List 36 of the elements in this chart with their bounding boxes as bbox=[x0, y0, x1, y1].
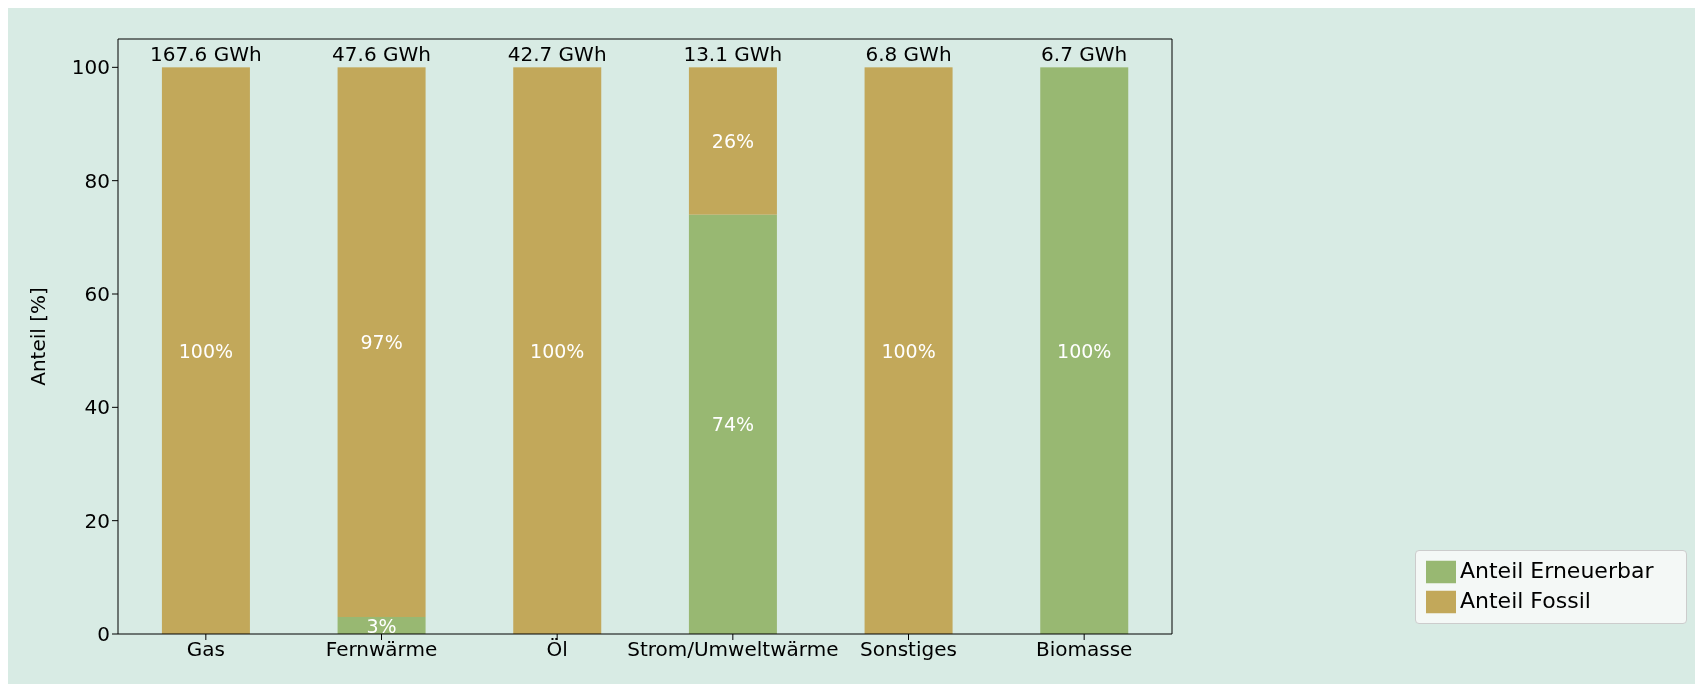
x-tick-label: Gas bbox=[186, 637, 225, 662]
y-tick-label: 20 bbox=[84, 508, 110, 533]
bar bbox=[513, 67, 602, 634]
annotation: 13.1 GWh bbox=[683, 42, 783, 67]
data-label: 100% bbox=[1057, 339, 1112, 362]
legend-label: Anteil Erneuerbar bbox=[1460, 558, 1654, 583]
bar bbox=[337, 67, 426, 617]
data-label: 97% bbox=[360, 331, 403, 354]
data-label: 26% bbox=[711, 130, 755, 152]
annotation: 42.7 GWh bbox=[507, 42, 607, 67]
data-label: 3% bbox=[366, 614, 397, 637]
annotation: 167.6 GWh bbox=[150, 42, 262, 67]
x-tick-label: Strom/Umweltwärme bbox=[627, 637, 839, 662]
y-tick-label: 0 bbox=[97, 622, 110, 647]
x-tick-label: Fernwärme bbox=[325, 637, 438, 662]
data-label: 100% bbox=[178, 339, 234, 362]
y-axis-title: Anteil [%] bbox=[26, 287, 51, 386]
bar bbox=[688, 214, 777, 634]
data-label: 100% bbox=[530, 339, 585, 362]
x-tick-label: Biomasse bbox=[1035, 637, 1133, 662]
x-tick-label: Sonstiges bbox=[860, 637, 957, 662]
bar bbox=[688, 67, 777, 215]
annotation: 6.7 GWh bbox=[1041, 42, 1128, 67]
bar bbox=[864, 67, 953, 634]
bar bbox=[1040, 67, 1129, 634]
x-tick-label: Öl bbox=[546, 637, 568, 662]
annotation: 6.8 GWh bbox=[865, 42, 952, 67]
y-tick-label: 80 bbox=[84, 168, 110, 193]
annotation: 47.6 GWh bbox=[332, 42, 431, 67]
y-tick-label: 100 bbox=[71, 55, 110, 80]
y-tick-label: 40 bbox=[84, 395, 110, 420]
data-label: 100% bbox=[881, 339, 936, 362]
legend-label: Anteil Fossil bbox=[1460, 588, 1591, 613]
data-label: 74% bbox=[711, 413, 755, 436]
bar bbox=[161, 67, 250, 634]
y-tick-label: 60 bbox=[84, 282, 110, 307]
